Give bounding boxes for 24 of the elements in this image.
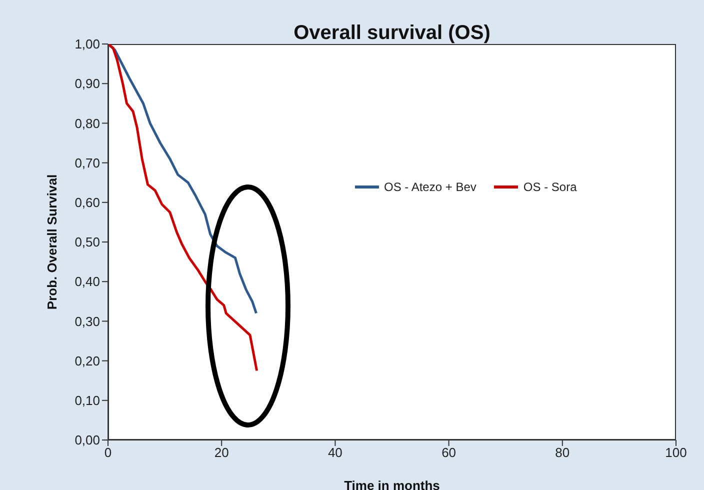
y-tick-label: 0,20 xyxy=(74,353,100,368)
x-tick-label: 80 xyxy=(555,445,570,460)
legend-label: OS - Atezo + Bev xyxy=(384,180,476,194)
x-axis-title: Time in months xyxy=(344,478,440,490)
y-tick-label: 1,00 xyxy=(74,36,100,52)
y-tick-label: 0,80 xyxy=(74,116,100,131)
x-tick-label: 0 xyxy=(104,445,112,460)
y-axis-title: Prob. Overall Survival xyxy=(44,174,60,310)
x-tick-label: 40 xyxy=(328,445,342,460)
y-tick-label: 0,30 xyxy=(74,314,100,329)
y-tick-label: 0,70 xyxy=(74,155,100,170)
y-tick-label: 0,60 xyxy=(74,195,100,210)
line-series xyxy=(108,44,258,315)
x-tick-label: 60 xyxy=(442,445,456,460)
y-tick-label: 0,10 xyxy=(74,393,100,408)
y-tick-label: 0,90 xyxy=(74,76,100,92)
y-tick-label: 0,40 xyxy=(74,274,100,290)
chart-title: Overall survival (OS) xyxy=(292,22,492,45)
line-series xyxy=(108,44,258,372)
legend-label: OS - Sora xyxy=(523,180,577,194)
x-tick-label: 20 xyxy=(214,445,229,460)
y-tick-label: 0,50 xyxy=(74,234,100,250)
y-tick-label: 0,00 xyxy=(74,432,100,448)
x-tick-label: 100 xyxy=(665,445,687,460)
